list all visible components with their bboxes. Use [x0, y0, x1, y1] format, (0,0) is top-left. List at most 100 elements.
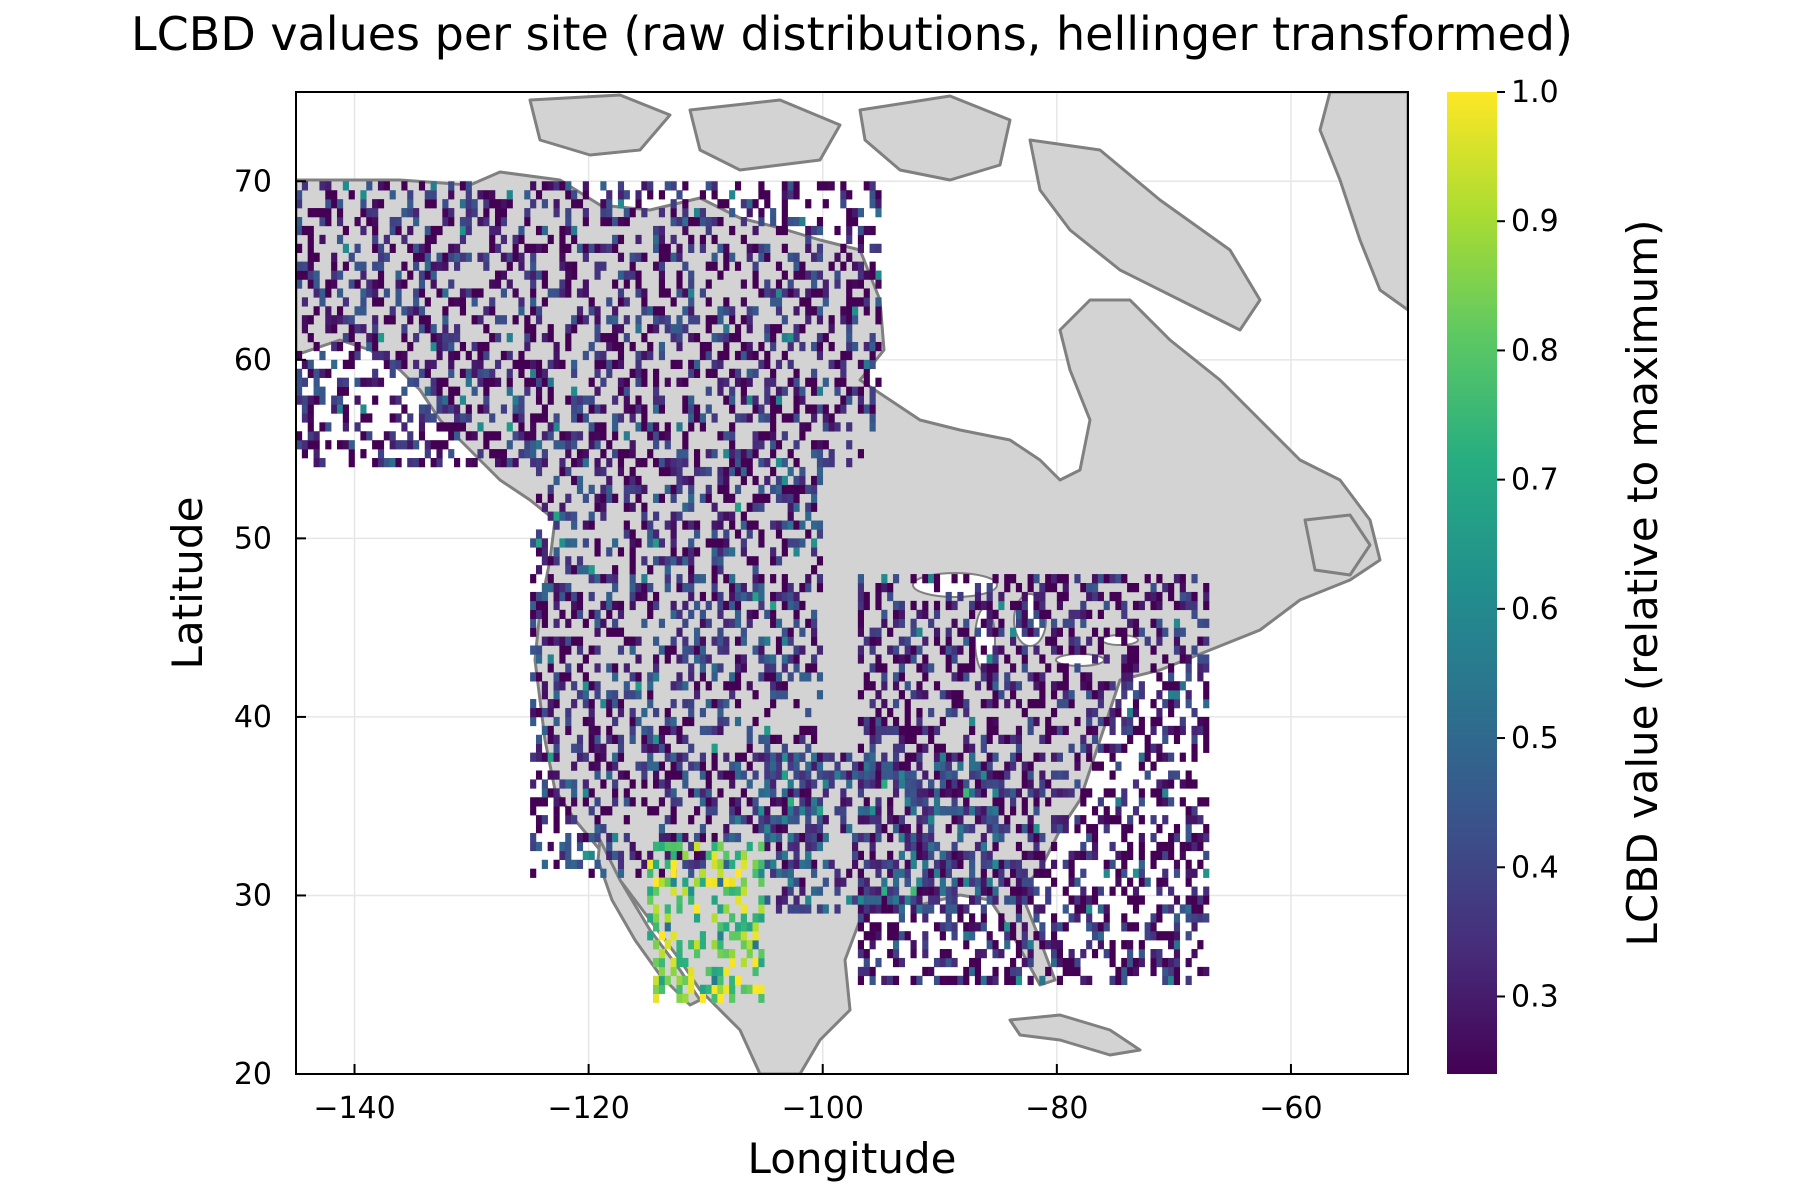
lcbd-cell	[1109, 752, 1116, 762]
lcbd-cell	[489, 190, 496, 200]
lcbd-cell	[729, 583, 736, 593]
lcbd-cell	[342, 243, 349, 253]
lcbd-cell	[746, 779, 753, 789]
lcbd-cell	[805, 297, 812, 307]
lcbd-cell	[1173, 868, 1181, 878]
lcbd-cell	[653, 234, 660, 245]
lcbd-cell	[892, 931, 900, 941]
lcbd-cell	[1080, 841, 1087, 852]
lcbd-cell	[787, 413, 794, 423]
lcbd-cell	[594, 306, 601, 316]
lcbd-cell	[454, 252, 461, 262]
lcbd-cell	[582, 797, 589, 807]
lcbd-cell	[922, 654, 929, 664]
lcbd-cell	[875, 377, 882, 387]
lcbd-cell	[571, 395, 578, 405]
lcbd-cell	[635, 538, 642, 548]
lcbd-cell	[816, 529, 824, 539]
lcbd-cell	[863, 770, 870, 780]
lcbd-cell	[348, 324, 355, 334]
lcbd-cell	[1144, 931, 1151, 941]
lcbd-cell	[875, 279, 882, 289]
lcbd-cell	[506, 252, 513, 262]
lcbd-cell	[682, 404, 689, 414]
lcbd-cell	[764, 672, 771, 682]
lcbd-cell	[582, 288, 589, 298]
lcbd-cell	[658, 779, 666, 789]
lcbd-cell	[734, 868, 742, 878]
lcbd-cell	[711, 797, 718, 807]
lcbd-cell	[1021, 806, 1028, 816]
lcbd-cell	[846, 752, 853, 762]
lcbd-cell	[787, 583, 794, 593]
lcbd-cell	[840, 770, 847, 780]
lcbd-cell	[793, 538, 800, 548]
lcbd-cell	[641, 591, 648, 602]
lcbd-cell	[494, 225, 502, 236]
lcbd-cell	[834, 770, 841, 780]
lcbd-cell	[764, 779, 771, 789]
lcbd-cell	[1097, 609, 1104, 620]
lcbd-cell	[617, 297, 625, 307]
lcbd-cell	[740, 770, 747, 780]
lcbd-cell	[1162, 681, 1169, 691]
lcbd-cell	[524, 341, 531, 352]
lcbd-cell	[799, 645, 806, 655]
lcbd-cell	[1039, 591, 1046, 602]
lcbd-cell	[758, 243, 765, 253]
lcbd-cell	[518, 359, 525, 370]
lcbd-cell	[647, 868, 654, 878]
lcbd-cell	[933, 868, 941, 878]
lcbd-cell	[1050, 636, 1058, 646]
lcbd-cell	[418, 413, 426, 423]
lcbd-cell	[448, 404, 455, 414]
lcbd-cell	[892, 699, 900, 709]
lcbd-cell	[1162, 699, 1169, 709]
lcbd-cell	[418, 270, 426, 280]
lcbd-cell	[354, 324, 361, 334]
lcbd-cell	[922, 931, 929, 941]
lcbd-cell	[442, 422, 449, 432]
lcbd-cell	[787, 252, 794, 262]
lcbd-cell	[840, 261, 847, 271]
lcbd-cell	[606, 297, 613, 307]
lcbd-cell	[1091, 841, 1099, 852]
lcbd-cell	[442, 306, 449, 316]
lcbd-cell	[1127, 716, 1134, 727]
lcbd-cell	[828, 449, 835, 459]
lcbd-cell	[647, 734, 654, 744]
lcbd-cell	[699, 725, 706, 736]
lcbd-cell	[676, 243, 683, 253]
lcbd-cell	[793, 333, 800, 343]
lcbd-cell	[1185, 841, 1192, 852]
lcbd-cell	[1056, 725, 1063, 736]
lcbd-cell	[787, 333, 794, 343]
lcbd-cell	[1132, 690, 1140, 700]
lcbd-cell	[559, 779, 566, 789]
lcbd-cell	[1062, 824, 1069, 834]
lcbd-cell	[565, 449, 572, 459]
lcbd-cell	[395, 440, 402, 450]
lcbd-cell	[606, 699, 613, 709]
lcbd-cell	[775, 895, 783, 905]
lcbd-cell	[424, 404, 431, 414]
lcbd-cell	[1010, 574, 1017, 584]
lcbd-cell	[1144, 877, 1151, 887]
lcbd-cell	[1109, 681, 1116, 691]
lcbd-cell	[313, 377, 320, 387]
lcbd-cell	[1080, 815, 1087, 825]
lcbd-cell	[1138, 895, 1145, 905]
lcbd-cell	[758, 190, 765, 200]
lcbd-cell	[963, 707, 970, 718]
lcbd-cell	[307, 413, 314, 423]
lcbd-cell	[413, 261, 420, 271]
lcbd-cell	[670, 458, 677, 468]
lcbd-cell	[951, 841, 958, 852]
lcbd-cell	[840, 199, 847, 209]
lcbd-cell	[623, 520, 630, 530]
lcbd-cell	[430, 333, 437, 343]
lcbd-cell	[863, 904, 870, 914]
lcbd-cell	[483, 368, 490, 378]
lcbd-cell	[1191, 886, 1198, 896]
lcbd-cell	[723, 886, 730, 896]
